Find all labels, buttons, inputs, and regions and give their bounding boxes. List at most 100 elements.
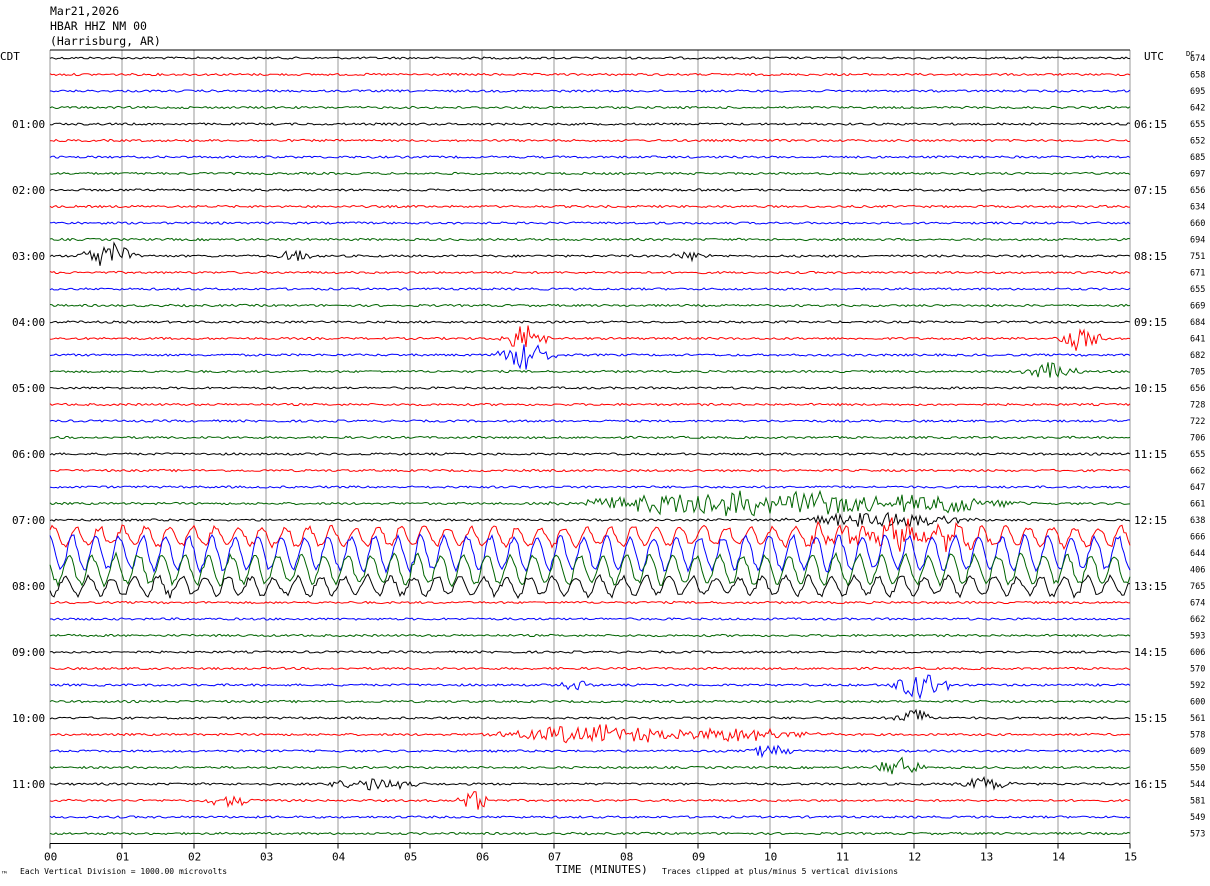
seismic-trace (49, 831, 1131, 836)
x-tick-label: 15 (1124, 851, 1137, 864)
dc-label: 671 (1190, 269, 1205, 279)
seismic-trace (49, 573, 1131, 599)
right-hour-label: 08:15 (1134, 250, 1167, 263)
seismic-trace (49, 650, 1131, 654)
seismic-trace (49, 221, 1131, 225)
seismic-trace (49, 122, 1131, 126)
dc-label: 674 (1190, 599, 1205, 609)
dc-label: 606 (1190, 648, 1205, 658)
dc-label: 655 (1190, 450, 1205, 460)
header-station: HBAR HHZ NM 00 (50, 19, 147, 33)
right-hour-label: 07:15 (1134, 184, 1167, 197)
dc-label: 661 (1190, 500, 1205, 510)
right-hour-label: 15:15 (1134, 712, 1167, 725)
dc-label: 641 (1190, 335, 1205, 345)
left-hour-label: 10:00 (12, 712, 45, 725)
dc-header: DC (1186, 50, 1194, 58)
dc-label: 593 (1190, 632, 1205, 642)
dc-label: 570 (1190, 665, 1205, 675)
right-timezone: UTC (1144, 50, 1164, 63)
right-hour-labels: 06:15 07:15 08:15 09:15 10:15 11:15 12:15 13:15… (1134, 118, 1167, 791)
x-tick-label: 01 (116, 851, 129, 864)
footer-clip: Traces clipped at plus/minus 5 vertical … (662, 867, 898, 876)
left-hour-label: 01:00 (12, 118, 45, 131)
left-hour-label: 05:00 (12, 382, 45, 395)
left-hour-label: 07:00 (12, 514, 45, 527)
x-axis-title: TIME (MINUTES) (555, 863, 648, 876)
seismic-trace (49, 517, 1131, 553)
x-tick-label: 07 (548, 851, 561, 864)
dc-label: 662 (1190, 615, 1205, 625)
seismic-trace (49, 633, 1131, 638)
seismic-trace (49, 674, 1131, 700)
dc-label: 642 (1190, 104, 1205, 114)
right-hour-label: 13:15 (1134, 580, 1167, 593)
seismic-trace (49, 188, 1131, 192)
seismic-trace (49, 724, 1131, 744)
seismic-trace (49, 402, 1131, 407)
x-tick-label: 05 (404, 851, 417, 864)
dc-label: 634 (1190, 203, 1205, 213)
dc-label: 751 (1190, 252, 1205, 262)
dc-label: 666 (1190, 533, 1205, 543)
grid-verticals (49, 49, 1131, 844)
x-tick-label: 03 (260, 851, 273, 864)
dc-label: 647 (1190, 483, 1205, 493)
left-hour-label: 03:00 (12, 250, 45, 263)
seismic-trace (49, 776, 1131, 791)
seismic-trace (49, 155, 1131, 159)
right-hour-label: 10:15 (1134, 382, 1167, 395)
seismic-trace (49, 237, 1131, 242)
dc-label: 728 (1190, 401, 1205, 411)
dc-label: 549 (1190, 813, 1205, 823)
seismic-trace (49, 489, 1131, 517)
seismic-trace (49, 815, 1131, 819)
right-hour-label: 11:15 (1134, 448, 1167, 461)
left-hour-label: 11:00 (12, 778, 45, 791)
seismic-trace (49, 89, 1131, 93)
x-tick-label: 09 (692, 851, 705, 864)
dc-label: 660 (1190, 219, 1205, 229)
seismic-trace (49, 435, 1131, 440)
seismic-trace (49, 320, 1131, 324)
left-timezone: CDT (0, 50, 20, 63)
header-location: (Harrisburg, AR) (50, 34, 161, 48)
x-tick-label: 10 (764, 851, 777, 864)
x-tick-label: 02 (188, 851, 201, 864)
left-hour-label: 08:00 (12, 580, 45, 593)
left-hour-label: 06:00 (12, 448, 45, 461)
left-hour-label: 04:00 (12, 316, 45, 329)
dc-label: 561 (1190, 714, 1205, 724)
seismic-trace (49, 56, 1131, 60)
dc-label: 674 (1190, 54, 1205, 64)
seismic-trace (49, 105, 1131, 110)
left-hour-label: 02:00 (12, 184, 45, 197)
right-hour-label: 12:15 (1134, 514, 1167, 527)
dc-label: 652 (1190, 137, 1205, 147)
x-tick-label: 12 (908, 851, 921, 864)
x-tick-label: 04 (332, 851, 346, 864)
seismic-trace (49, 138, 1131, 143)
dc-label: 644 (1190, 549, 1205, 559)
seismic-trace (49, 171, 1131, 176)
seismic-trace (49, 600, 1131, 605)
dc-label: 705 (1190, 368, 1205, 378)
seismic-trace (49, 452, 1131, 456)
seismic-trace (49, 303, 1131, 308)
header-date: Mar21,2026 (50, 4, 119, 18)
dc-label: 573 (1190, 830, 1205, 840)
dc-labels: 674 658 695 642 655 652 685 697 656 634 660 694 751 6… (1190, 54, 1205, 840)
dc-label: 765 (1190, 582, 1205, 592)
seismic-trace (49, 287, 1131, 291)
right-hour-label: 16:15 (1134, 778, 1167, 791)
footer-mark: ™ (1, 870, 7, 879)
dc-label: 581 (1190, 797, 1205, 807)
dc-label: 695 (1190, 87, 1205, 97)
seismic-trace (49, 617, 1131, 621)
seismic-trace (49, 708, 1131, 722)
seismic-trace (49, 699, 1130, 704)
x-tick-label: 11 (836, 851, 849, 864)
seismic-trace (49, 756, 1131, 775)
left-hour-labels: 01:00 02:00 03:00 04:00 05:00 06:00 07:00 08:00… (12, 118, 45, 791)
seismic-trace (49, 419, 1130, 423)
